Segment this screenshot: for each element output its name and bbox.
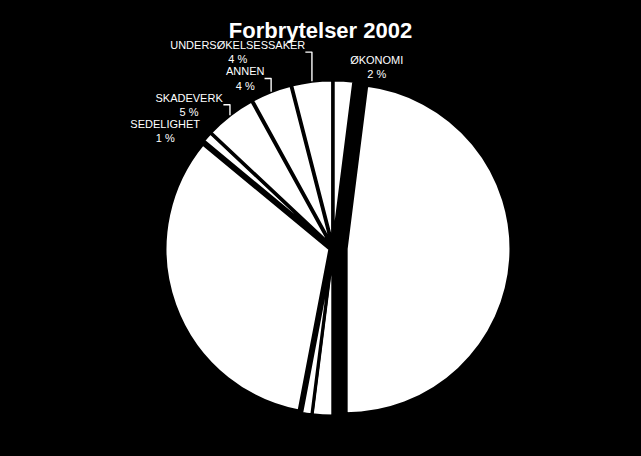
svg-text:ØKONOMI2 %: ØKONOMI2 % bbox=[350, 54, 403, 80]
svg-text:UNDERSØKELSESSAKER4 %: UNDERSØKELSESSAKER4 % bbox=[170, 39, 305, 65]
svg-text:SEDELIGHET1 %: SEDELIGHET1 % bbox=[130, 118, 200, 144]
svg-text:Forbrytelser 2002: Forbrytelser 2002 bbox=[229, 18, 412, 43]
svg-text:SKADEVERK5 %: SKADEVERK5 % bbox=[155, 92, 223, 118]
svg-text:ANNEN4 %: ANNEN4 % bbox=[226, 65, 265, 91]
